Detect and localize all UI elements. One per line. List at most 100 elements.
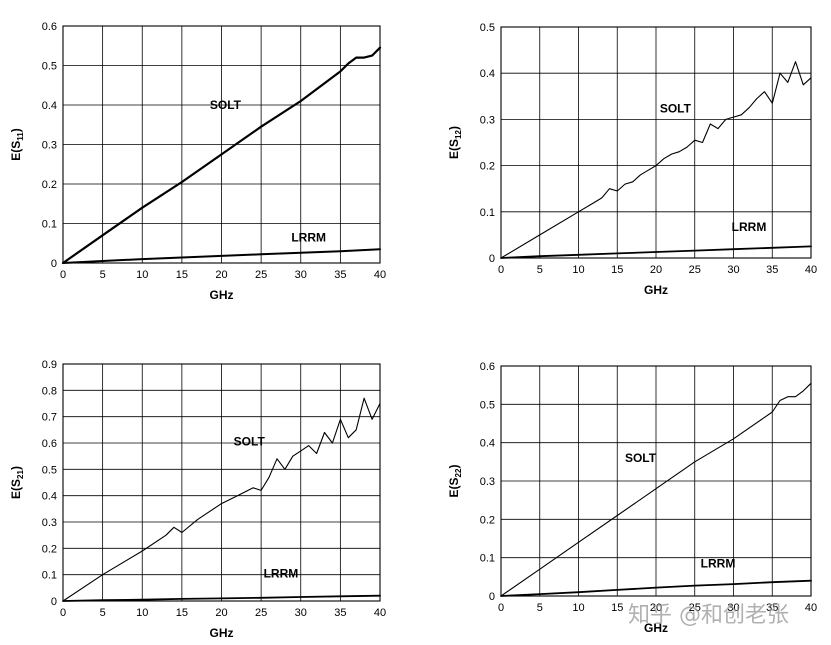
- y-tick-label: 0.7: [42, 412, 57, 424]
- x-tick-label: 15: [176, 269, 188, 281]
- x-tick-label: 30: [295, 269, 307, 281]
- series-annotation-lrrm: LRRM: [264, 566, 299, 580]
- y-tick-label: 0.1: [42, 219, 57, 231]
- x-tick-label: 25: [255, 607, 267, 619]
- x-tick-label: 35: [334, 607, 346, 619]
- y-tick-label: 0.1: [42, 570, 57, 582]
- plot-area-frame: [62, 363, 381, 602]
- y-tick-label: 0.4: [42, 100, 57, 112]
- x-tick-label: 30: [295, 607, 307, 619]
- series-annotation-solt: SOLT: [625, 451, 657, 465]
- series-line-lrrm: [62, 594, 381, 602]
- x-tick-label: 25: [255, 269, 267, 281]
- y-tick-label: 0.5: [480, 399, 495, 411]
- y-tick-label: 0.3: [480, 476, 495, 488]
- series-annotation-lrrm: LRRM: [732, 220, 767, 234]
- x-tick-label: 35: [334, 269, 346, 281]
- x-tick-label: 25: [689, 602, 701, 614]
- x-tick-label: 40: [805, 264, 817, 276]
- series-annotation-lrrm: LRRM: [701, 556, 736, 570]
- x-tick-label: 20: [650, 264, 662, 276]
- series-annotation-solt: SOLT: [210, 98, 242, 112]
- x-tick-label: 25: [689, 264, 701, 276]
- x-axis-label: GHz: [644, 621, 668, 635]
- y-tick-label: 0.5: [480, 22, 495, 34]
- x-tick-label: 15: [611, 264, 623, 276]
- series-line-lrrm: [500, 579, 812, 597]
- x-tick-label: 10: [136, 607, 148, 619]
- y-tick-label: 0: [489, 253, 495, 265]
- x-tick-label: 0: [498, 602, 504, 614]
- series-line-lrrm: [62, 248, 381, 264]
- x-tick-label: 5: [537, 264, 543, 276]
- y-tick-label: 0.5: [42, 464, 57, 476]
- x-tick-label: 20: [215, 269, 227, 281]
- x-tick-label: 5: [100, 607, 106, 619]
- plot-area-frame: [500, 365, 812, 597]
- y-tick-label: 0.3: [480, 114, 495, 126]
- y-tick-label: 0.6: [480, 361, 495, 373]
- chart-panel-4: 0 5 10 15 20 25 30 35 40 0 0.1 0.2 0.3 0.4 0.5 0.6 GHz E(…: [447, 361, 817, 635]
- y-tick-label: 0.2: [42, 543, 57, 555]
- y-tick-label: 0.4: [42, 491, 57, 503]
- chart-panel-2: 0 5 10 15 20 25 30 35 40 0 0.1 0.2 0.3 0.4 0.5 GHz E(S12…: [447, 22, 817, 297]
- y-tick-label: 0.1: [480, 553, 495, 565]
- series-line-solt: [500, 382, 812, 597]
- x-tick-label: 15: [611, 602, 623, 614]
- y-tick-label: 0.3: [42, 517, 57, 529]
- y-tick-label: 0: [489, 591, 495, 603]
- y-tick-label: 0.4: [480, 438, 495, 450]
- y-tick-label: 0.6: [42, 438, 57, 450]
- chart-panel-1: 0 5 10 15 20 25 30 35 40 0 0.1 0.2 0.3 0.4 0.5 0.6 GHz E(…: [9, 21, 386, 302]
- series-line-lrrm: [500, 245, 812, 259]
- x-tick-label: 30: [727, 264, 739, 276]
- plot-area-frame: [500, 26, 812, 259]
- x-tick-label: 20: [650, 602, 662, 614]
- y-tick-label: 0.2: [480, 161, 495, 173]
- chart-panel-3: 0 5 10 15 20 25 30 35 40 0 0.1 0.2 0.3 0.4 0.5 0.6 0.7 0.…: [9, 359, 386, 640]
- x-tick-label: 5: [100, 269, 106, 281]
- y-axis-label: E(S11): [9, 128, 25, 160]
- series-line-solt: [62, 397, 381, 602]
- x-tick-label: 40: [374, 607, 386, 619]
- y-tick-label: 0.2: [42, 179, 57, 191]
- series-annotation-lrrm: LRRM: [291, 230, 326, 244]
- y-tick-label: 0.5: [42, 61, 57, 73]
- y-axis-label: E(S22): [447, 465, 463, 498]
- series-line-solt: [61, 46, 382, 265]
- y-tick-label: 0: [51, 596, 57, 608]
- x-tick-label: 40: [374, 269, 386, 281]
- series-line-solt: [500, 61, 812, 259]
- y-tick-label: 0.2: [480, 514, 495, 526]
- x-tick-label: 0: [60, 269, 66, 281]
- x-tick-label: 10: [136, 269, 148, 281]
- x-tick-label: 20: [215, 607, 227, 619]
- y-tick-label: 0.3: [42, 140, 57, 152]
- y-tick-label: 0: [51, 258, 57, 270]
- plot-area-frame: [62, 25, 381, 264]
- y-axis-label: E(S12): [447, 126, 463, 159]
- y-tick-label: 0.9: [42, 359, 57, 371]
- x-tick-label: 5: [537, 602, 543, 614]
- x-tick-label: 30: [727, 602, 739, 614]
- watermark-text: 知乎 @和创老张: [628, 603, 789, 628]
- y-tick-label: 0.6: [42, 21, 57, 33]
- x-tick-label: 40: [805, 602, 817, 614]
- y-tick-label: 0.4: [480, 68, 495, 80]
- series-annotation-solt: SOLT: [660, 101, 692, 115]
- series-annotation-solt: SOLT: [234, 435, 266, 449]
- x-tick-label: 0: [498, 264, 504, 276]
- y-tick-label: 0.8: [42, 385, 57, 397]
- x-axis-label: GHz: [210, 626, 234, 640]
- x-tick-label: 10: [572, 264, 584, 276]
- x-tick-label: 35: [766, 264, 778, 276]
- x-axis-label: GHz: [210, 288, 234, 302]
- y-axis-label: E(S21): [9, 466, 25, 499]
- x-axis-label: GHz: [644, 283, 668, 297]
- x-tick-label: 15: [176, 607, 188, 619]
- x-tick-label: 10: [572, 602, 584, 614]
- x-tick-label: 0: [60, 607, 66, 619]
- x-tick-label: 35: [766, 602, 778, 614]
- y-tick-label: 0.1: [480, 207, 495, 219]
